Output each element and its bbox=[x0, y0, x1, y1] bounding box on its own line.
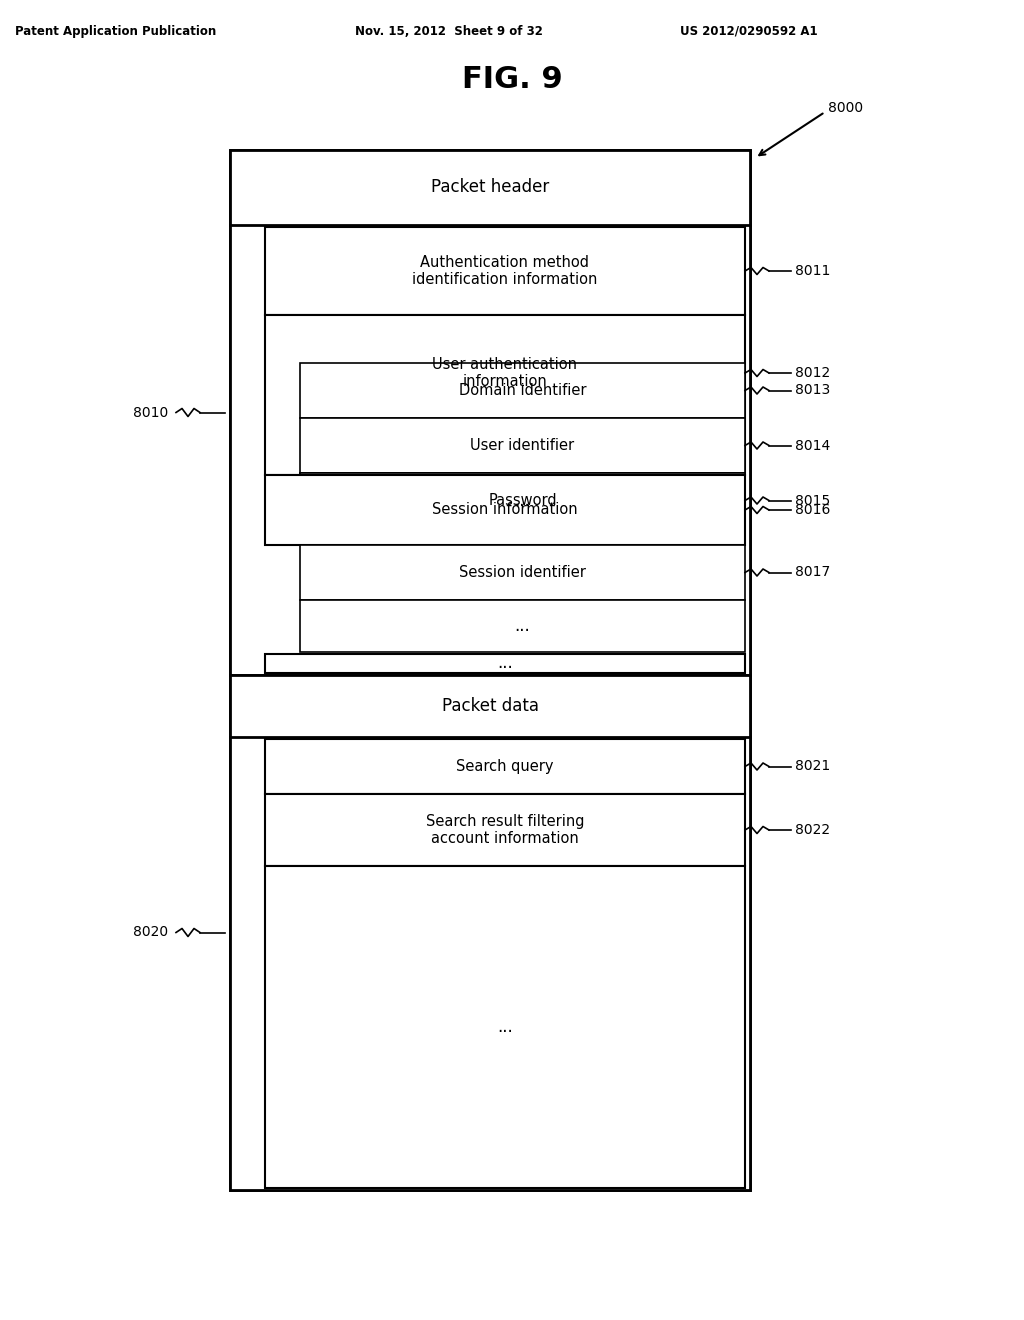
Text: 8012: 8012 bbox=[795, 366, 830, 380]
Text: Session identifier: Session identifier bbox=[459, 565, 586, 579]
Bar bbox=[265, 795, 745, 866]
Bar bbox=[265, 475, 745, 545]
Text: 8015: 8015 bbox=[795, 494, 830, 507]
Bar bbox=[265, 653, 745, 673]
Text: FIG. 9: FIG. 9 bbox=[462, 65, 562, 94]
Text: Domain identifier: Domain identifier bbox=[459, 383, 587, 399]
Text: User identifier: User identifier bbox=[470, 438, 574, 453]
Text: Authentication method
identification information: Authentication method identification inf… bbox=[413, 255, 598, 288]
Text: Password: Password bbox=[488, 492, 557, 508]
Text: ...: ... bbox=[497, 655, 513, 672]
Bar bbox=[300, 473, 745, 528]
Text: ...: ... bbox=[497, 1018, 513, 1036]
Bar bbox=[300, 418, 745, 473]
Bar bbox=[300, 473, 745, 528]
Text: Packet data: Packet data bbox=[441, 697, 539, 715]
Text: Session information: Session information bbox=[432, 503, 578, 517]
Text: ...: ... bbox=[515, 491, 530, 510]
Bar bbox=[265, 227, 745, 315]
Bar bbox=[230, 150, 750, 1191]
Text: 8014: 8014 bbox=[795, 438, 830, 453]
Bar bbox=[230, 150, 750, 675]
Text: 8017: 8017 bbox=[795, 565, 830, 579]
Text: 8011: 8011 bbox=[795, 264, 830, 279]
Text: User authentication
information: User authentication information bbox=[432, 356, 578, 389]
Bar bbox=[230, 675, 750, 1191]
Bar bbox=[265, 315, 745, 475]
Text: Search result filtering
account information: Search result filtering account informat… bbox=[426, 814, 585, 846]
Text: ...: ... bbox=[515, 616, 530, 635]
Text: Search query: Search query bbox=[457, 759, 554, 774]
Text: 8013: 8013 bbox=[795, 384, 830, 397]
Text: Nov. 15, 2012  Sheet 9 of 32: Nov. 15, 2012 Sheet 9 of 32 bbox=[355, 25, 543, 38]
Bar bbox=[265, 739, 745, 795]
Text: 8010: 8010 bbox=[133, 405, 168, 420]
Bar bbox=[300, 545, 745, 601]
Text: 8021: 8021 bbox=[795, 759, 830, 774]
Bar bbox=[265, 866, 745, 1188]
Text: 8016: 8016 bbox=[795, 503, 830, 517]
Text: 8022: 8022 bbox=[795, 822, 830, 837]
Text: 8000: 8000 bbox=[828, 102, 863, 115]
Text: Patent Application Publication: Patent Application Publication bbox=[15, 25, 216, 38]
Bar bbox=[300, 363, 745, 418]
Text: Packet header: Packet header bbox=[431, 178, 549, 197]
Bar bbox=[300, 601, 745, 652]
Text: US 2012/0290592 A1: US 2012/0290592 A1 bbox=[680, 25, 817, 38]
Text: 8020: 8020 bbox=[133, 925, 168, 940]
